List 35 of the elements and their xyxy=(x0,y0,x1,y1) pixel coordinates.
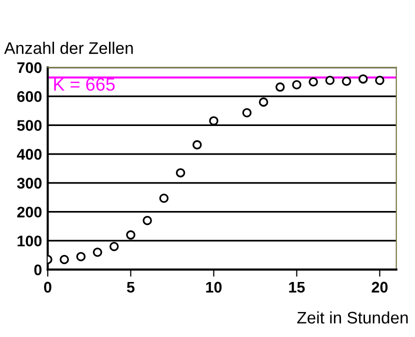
y-tick-label: 0 xyxy=(34,264,42,276)
y-tick-label: 200 xyxy=(17,206,42,218)
x-tick-label: 10 xyxy=(206,282,222,293)
point xyxy=(92,248,102,257)
point xyxy=(342,76,352,86)
point xyxy=(159,194,169,203)
point xyxy=(242,108,252,118)
y-tick-label: 100 xyxy=(18,236,42,246)
point xyxy=(142,216,152,226)
point xyxy=(358,74,368,84)
x-tick-label: 15 xyxy=(289,282,305,293)
point xyxy=(275,82,285,92)
point xyxy=(60,254,69,264)
point xyxy=(292,80,302,90)
point xyxy=(192,140,202,150)
x-tick-label: 20 xyxy=(372,282,388,293)
point xyxy=(375,76,384,86)
x-tick-label: 0 xyxy=(44,282,52,293)
point xyxy=(109,242,119,252)
point xyxy=(76,252,86,262)
point xyxy=(258,97,268,107)
y-tick-label: 600 xyxy=(17,91,42,102)
y-tick-label: 500 xyxy=(17,120,42,131)
y-tick-label: 400 xyxy=(16,148,42,160)
ref-line-label: K = 665 xyxy=(54,78,115,91)
point xyxy=(126,230,136,240)
x-tick-label: 5 xyxy=(126,282,135,293)
point xyxy=(176,168,186,178)
y-tick-label: 300 xyxy=(17,178,42,189)
y-tick-label: 700 xyxy=(17,62,42,74)
y-axis-title: Anzahl der Zellen xyxy=(4,42,133,54)
point xyxy=(209,116,218,126)
point xyxy=(308,77,318,86)
x-axis-title: Zeit in Stunden xyxy=(297,311,408,324)
point xyxy=(325,76,335,86)
